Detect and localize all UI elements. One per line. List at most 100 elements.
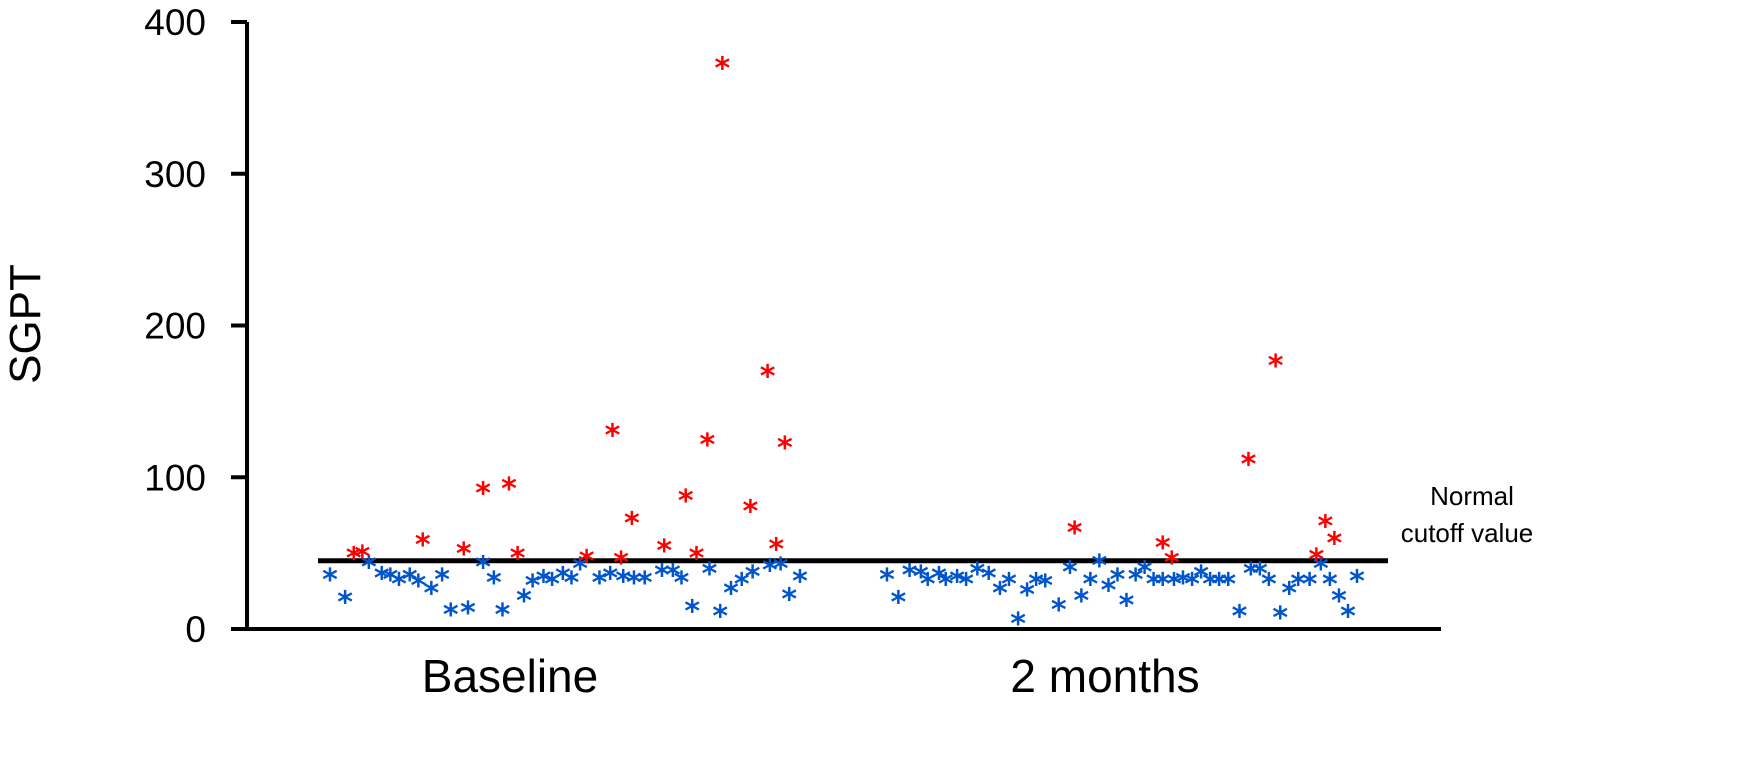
data-point: *: [931, 561, 947, 596]
data-point: *: [495, 598, 511, 633]
data-point: *: [702, 557, 718, 592]
data-point: *: [913, 560, 929, 595]
y-tick-label: 100: [144, 457, 206, 498]
group-label-2-months: 2 months: [1010, 650, 1199, 702]
data-point: *: [402, 563, 418, 598]
data-point: *: [626, 566, 642, 601]
data-point: *: [602, 561, 618, 596]
data-point: *: [992, 577, 1008, 612]
data-point: *: [760, 360, 776, 395]
data-point: *: [1051, 593, 1067, 628]
data-point: *: [773, 552, 789, 587]
cutoff-label-line1: Normal: [1430, 481, 1514, 511]
data-point: *: [1073, 584, 1089, 619]
data-point: *: [536, 564, 552, 599]
data-point: *: [689, 542, 705, 577]
data-point: *: [715, 51, 731, 86]
data-point: *: [970, 557, 986, 592]
data-point: *: [1184, 567, 1200, 602]
data-point: *: [1302, 567, 1318, 602]
y-axis-title: SGPT: [1, 264, 50, 384]
group-label-baseline: Baseline: [422, 650, 598, 702]
cutoff-label-line2: cutoff value: [1401, 518, 1534, 548]
data-point: *: [613, 546, 629, 581]
data-point: *: [938, 567, 954, 602]
data-point: *: [920, 567, 936, 602]
data-point: *: [337, 586, 353, 621]
data-point: *: [1037, 569, 1053, 604]
data-points: *********** **** ******* ***** ********* ****…: [322, 51, 1365, 641]
data-point: *: [501, 472, 517, 507]
data-point: *: [456, 537, 472, 572]
data-point: *: [1028, 567, 1044, 602]
data-point: *: [1001, 567, 1017, 602]
data-point: *: [665, 558, 681, 593]
y-tick-label: 0: [185, 609, 206, 650]
data-point: *: [322, 563, 338, 598]
y-tick-label: 200: [144, 306, 206, 347]
data-point: *: [592, 566, 608, 601]
data-point: *: [745, 560, 761, 595]
data-point: *: [605, 419, 621, 454]
data-point: *: [1252, 557, 1268, 592]
data-point: *: [1062, 555, 1078, 590]
data-point: *: [1137, 555, 1153, 590]
data-point: *: [656, 534, 672, 569]
data-point: *: [1110, 563, 1126, 598]
data-point: *: [1232, 599, 1248, 634]
data-point: *: [354, 540, 370, 575]
data-point: *: [1290, 567, 1306, 602]
data-point: *: [615, 564, 631, 599]
data-point: *: [1220, 567, 1236, 602]
data-point: *: [1010, 607, 1026, 642]
data-point: *: [768, 533, 784, 568]
data-point: *: [981, 561, 997, 596]
data-point: *: [564, 566, 580, 601]
data-point: *: [637, 566, 653, 601]
data-point: *: [374, 561, 390, 596]
data-point: *: [1067, 516, 1083, 551]
data-point: *: [743, 495, 759, 530]
data-point: *: [361, 551, 377, 586]
data-point: *: [777, 431, 793, 466]
data-point: *: [1241, 448, 1257, 483]
data-point: *: [734, 567, 750, 602]
data-point: *: [346, 542, 362, 577]
data-point: *: [1308, 543, 1324, 578]
data-point: *: [1175, 566, 1191, 601]
data-point: *: [1202, 567, 1218, 602]
data-point: *: [1092, 549, 1108, 584]
data-point: *: [1313, 552, 1329, 587]
data-point: *: [423, 577, 439, 612]
data-point: *: [1193, 560, 1209, 595]
data-point: *: [434, 563, 450, 598]
data-point: *: [1128, 563, 1144, 598]
data-point: *: [1119, 589, 1135, 624]
y-tick-label: 400: [144, 2, 206, 43]
data-point: *: [443, 598, 459, 633]
data-point: *: [391, 567, 407, 602]
data-point: *: [1019, 578, 1035, 613]
y-ticks: 0 100 200 300 400: [144, 2, 247, 650]
data-point: *: [712, 599, 728, 634]
data-point: *: [1268, 349, 1284, 384]
data-point: *: [699, 428, 715, 463]
data-point: *: [1322, 567, 1338, 602]
data-point: *: [1146, 567, 1162, 602]
data-point: *: [1261, 567, 1277, 602]
data-point: *: [572, 552, 588, 587]
data-point: *: [1281, 577, 1297, 612]
data-point: *: [1272, 601, 1288, 636]
data-point: *: [1243, 557, 1259, 592]
data-point: *: [762, 554, 778, 589]
y-tick-label: 300: [144, 154, 206, 195]
data-point: *: [1155, 531, 1171, 566]
data-point: *: [1349, 564, 1365, 599]
data-point: *: [1166, 567, 1182, 602]
data-point: *: [460, 596, 476, 631]
data-point: *: [544, 567, 560, 602]
data-point: *: [1211, 567, 1227, 602]
data-point: *: [879, 563, 895, 598]
data-point: *: [475, 476, 491, 511]
